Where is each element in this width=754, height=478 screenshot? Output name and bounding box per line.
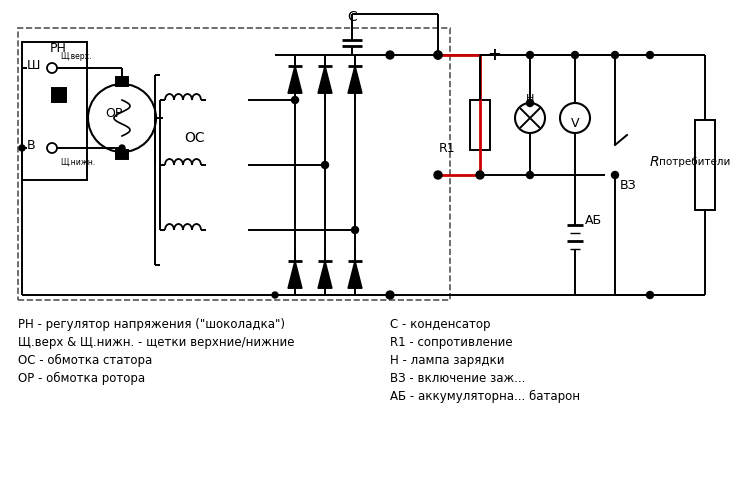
Text: ОС: ОС	[185, 131, 205, 145]
Circle shape	[646, 52, 654, 58]
Bar	[116, 77, 128, 86]
Text: R: R	[650, 155, 660, 169]
Text: ОС - обмотка статора: ОС - обмотка статора	[18, 354, 152, 367]
Circle shape	[526, 99, 534, 107]
Bar	[52, 88, 66, 102]
Bar	[470, 100, 490, 150]
Circle shape	[386, 51, 394, 59]
Text: V: V	[571, 117, 579, 130]
Circle shape	[572, 52, 578, 58]
Text: потребители: потребители	[659, 157, 731, 167]
Circle shape	[386, 291, 394, 299]
Text: ОР - обмотка ротора: ОР - обмотка ротора	[18, 372, 145, 385]
Bar	[18, 28, 450, 300]
Polygon shape	[348, 66, 362, 93]
Text: Н: Н	[526, 94, 534, 104]
Circle shape	[434, 51, 442, 59]
Polygon shape	[348, 261, 362, 288]
Circle shape	[321, 162, 329, 169]
Circle shape	[611, 172, 618, 178]
Text: ВЗ: ВЗ	[620, 178, 636, 192]
Text: С - конденсатор: С - конденсатор	[390, 318, 491, 331]
Circle shape	[119, 145, 125, 151]
Text: Щ.верх.: Щ.верх.	[60, 52, 91, 61]
Circle shape	[351, 227, 358, 233]
Text: Н - лампа зарядки: Н - лампа зарядки	[390, 354, 504, 367]
Text: Щ.нижн.: Щ.нижн.	[60, 158, 95, 167]
Circle shape	[434, 171, 442, 179]
Circle shape	[292, 97, 299, 104]
Text: R1 - сопротивление: R1 - сопротивление	[390, 336, 513, 349]
Text: АБ - аккумуляторна... батарон: АБ - аккумуляторна... батарон	[390, 390, 580, 403]
Bar	[695, 120, 715, 210]
Polygon shape	[318, 261, 332, 288]
Circle shape	[526, 172, 534, 178]
Text: Щ.верх & Щ.нижн. - щетки верхние/нижние: Щ.верх & Щ.нижн. - щетки верхние/нижние	[18, 336, 295, 349]
Text: Ш: Ш	[27, 58, 41, 72]
Polygon shape	[318, 66, 332, 93]
Circle shape	[646, 292, 654, 298]
Circle shape	[434, 51, 442, 59]
Polygon shape	[288, 66, 302, 93]
Text: РН - регулятор напряжения ("шоколадка"): РН - регулятор напряжения ("шоколадка")	[18, 318, 285, 331]
Text: ОР: ОР	[106, 107, 123, 120]
Text: В: В	[27, 139, 35, 152]
Circle shape	[526, 52, 534, 58]
Circle shape	[611, 52, 618, 58]
Circle shape	[476, 171, 484, 179]
Bar	[22, 42, 87, 180]
Text: С: С	[347, 10, 357, 24]
Polygon shape	[288, 261, 302, 288]
Text: РН: РН	[50, 42, 67, 55]
Text: АБ: АБ	[585, 214, 602, 227]
Circle shape	[272, 292, 278, 298]
Text: +: +	[487, 46, 501, 64]
Text: ВЗ - включение заж...: ВЗ - включение заж...	[390, 372, 526, 385]
Bar	[116, 150, 128, 159]
Text: R1: R1	[438, 141, 455, 154]
Circle shape	[19, 145, 25, 151]
